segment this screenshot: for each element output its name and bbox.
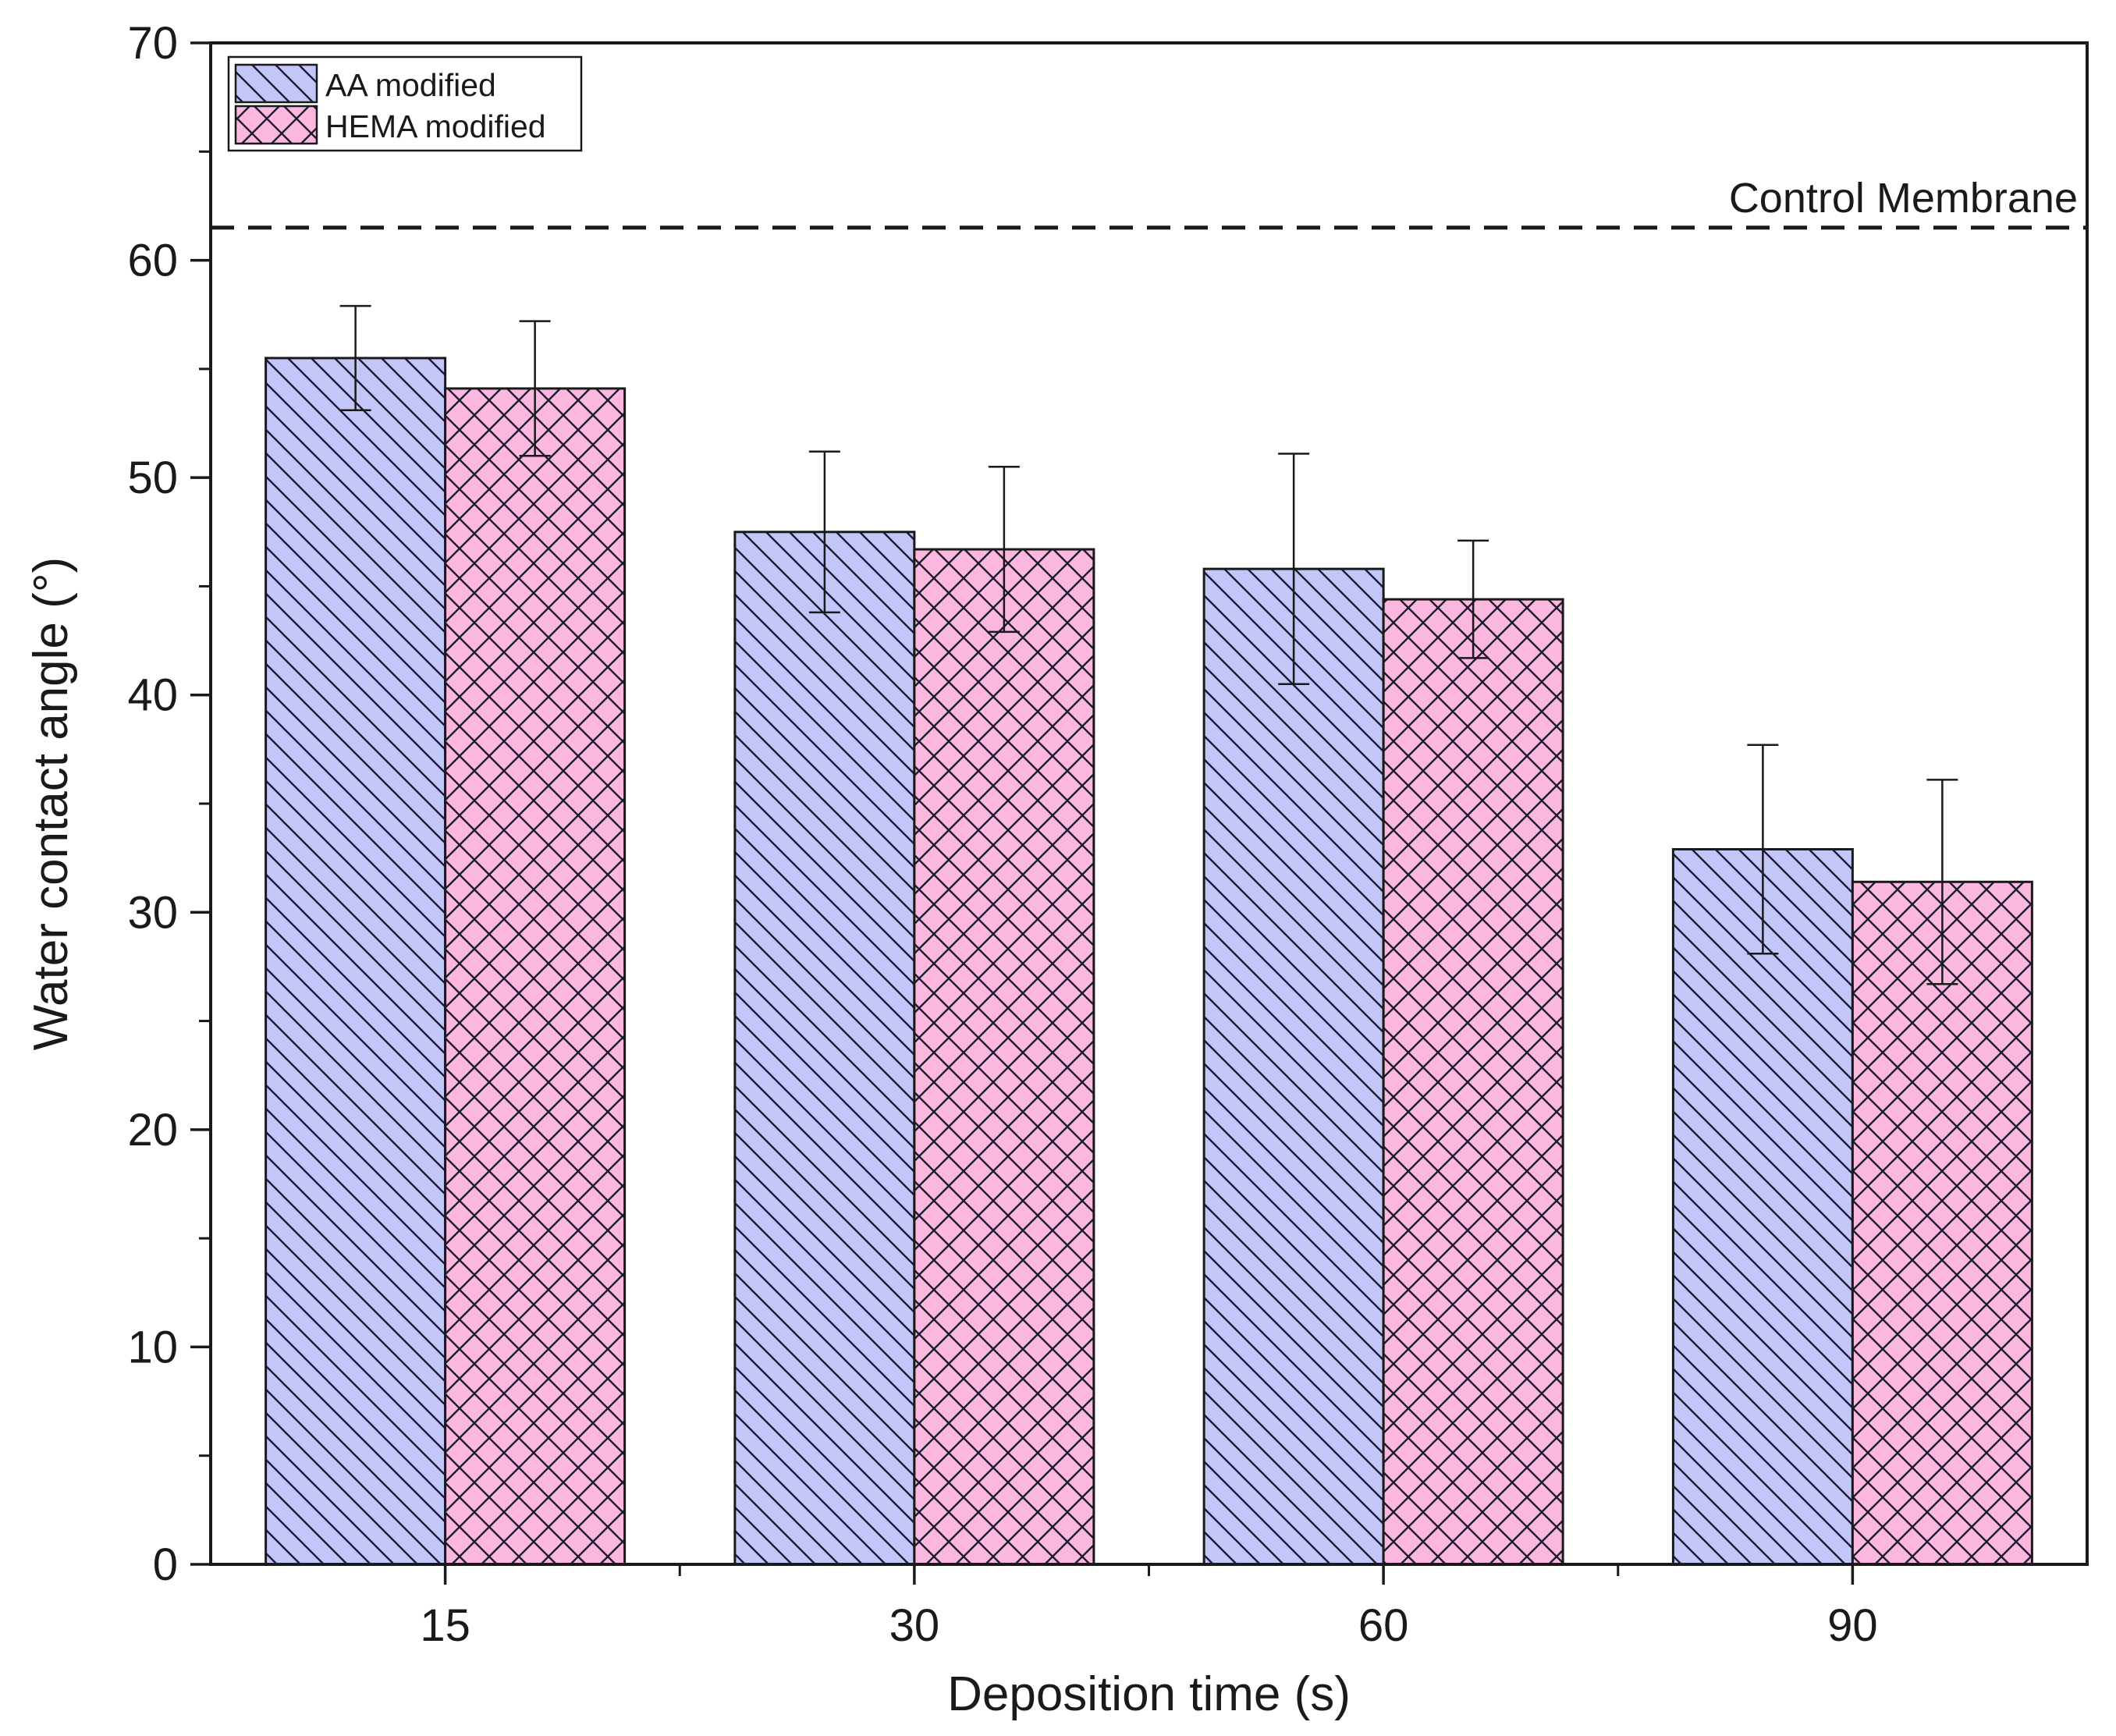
x-tick-label-30: 30	[889, 1600, 940, 1651]
x-axis: 15 30 60 90	[420, 1564, 1878, 1651]
reference-line-layer: Control Membrane	[211, 175, 2087, 230]
bar-hema-90	[1851, 880, 2033, 1566]
bar-hema-60	[1382, 598, 1564, 1566]
bar-aa-90	[1671, 848, 1854, 1566]
y-axis: 0 10 20 30 40 50 60 70	[127, 18, 211, 1590]
error-bar-aa-90	[1747, 744, 1779, 955]
legend-swatch-hema	[234, 105, 318, 145]
bar-hema-15	[444, 387, 627, 1566]
error-bar-aa-30	[808, 450, 840, 614]
error-bar-aa-60	[1278, 453, 1310, 686]
legend: AA modified HEMA modified	[227, 55, 583, 152]
legend-swatch-aa	[234, 63, 318, 104]
y-tick-label-40: 40	[127, 670, 178, 721]
y-tick-label-60: 60	[127, 236, 178, 286]
x-tick-label-15: 15	[420, 1600, 470, 1651]
y-tick-label-10: 10	[127, 1322, 178, 1372]
bar-aa-15	[264, 357, 447, 1566]
error-bars-layer	[339, 304, 1958, 985]
x-axis-title: Deposition time (s)	[947, 1667, 1351, 1721]
bar-hema-30	[913, 548, 1095, 1566]
legend-label-aa: AA modified	[325, 67, 496, 103]
control-membrane-label: Control Membrane	[1729, 175, 2078, 222]
y-tick-label-20: 20	[127, 1105, 178, 1156]
y-axis-title: Water contact angle (°)	[24, 557, 78, 1050]
error-bar-hema-60	[1457, 539, 1489, 659]
y-tick-label-50: 50	[127, 453, 178, 503]
error-bar-hema-90	[1926, 779, 1958, 985]
error-bar-hema-15	[519, 320, 551, 457]
bar-aa-30	[733, 531, 916, 1566]
x-tick-label-90: 90	[1827, 1600, 1878, 1651]
y-tick-label-30: 30	[127, 887, 178, 938]
error-bar-hema-30	[988, 465, 1020, 634]
error-bar-aa-15	[339, 304, 371, 412]
y-tick-label-70: 70	[127, 18, 178, 69]
y-tick-label-0: 0	[153, 1539, 178, 1590]
bar-aa-60	[1202, 567, 1385, 1566]
legend-label-hema: HEMA modified	[325, 108, 546, 144]
x-tick-label-60: 60	[1358, 1600, 1409, 1651]
bars-layer	[264, 357, 2033, 1566]
